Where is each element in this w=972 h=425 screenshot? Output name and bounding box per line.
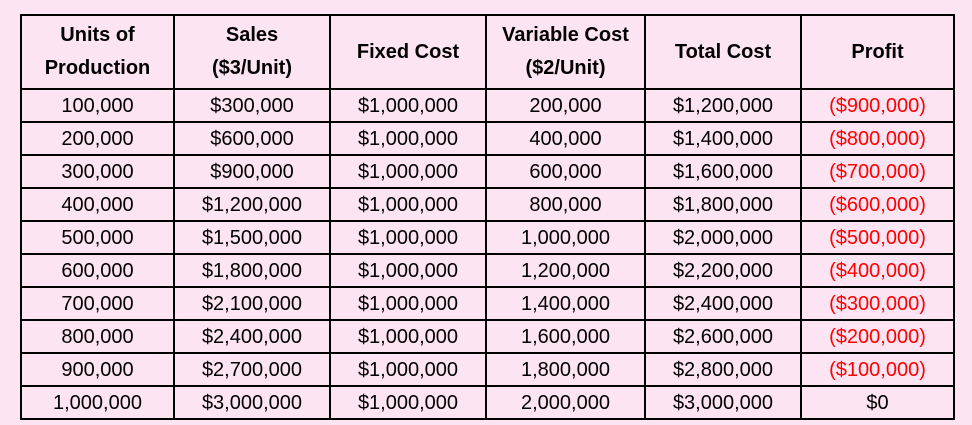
fixed-cost-cell: $1,000,000 — [329, 220, 487, 255]
table-header: Units of Production Sales ($3/Unit) Fixed Co… — [20, 14, 955, 90]
fixed-cost-cell: $1,000,000 — [329, 88, 487, 123]
total-cost-cell: $2,000,000 — [644, 220, 802, 255]
profit-cell: $0 — [800, 385, 955, 420]
sales-cell: $3,000,000 — [173, 385, 331, 420]
units-cell: 500,000 — [20, 220, 175, 255]
units-cell: 1,000,000 — [20, 385, 175, 420]
units-cell: 800,000 — [20, 319, 175, 354]
fixed-cost-header-line: Fixed Cost — [356, 40, 460, 63]
total-cost-cell: $1,800,000 — [644, 187, 802, 222]
table-row: 800,000 $2,400,000 $1,000,000 1,600,000 $2,6… — [20, 319, 955, 354]
profit-cell: ($800,000) — [800, 121, 955, 156]
fixed-cost-cell: $1,000,000 — [329, 352, 487, 387]
fixed-cost-cell: $1,000,000 — [329, 286, 487, 321]
profit-cell: ($300,000) — [800, 286, 955, 321]
units-cell: 900,000 — [20, 352, 175, 387]
fixed-cost-cell: $1,000,000 — [329, 187, 487, 222]
table-row: 600,000 $1,800,000 $1,000,000 1,200,000 $2,2… — [20, 253, 955, 288]
profit-header: Profit — [800, 14, 955, 90]
profit-cell: ($700,000) — [800, 154, 955, 189]
fixed-cost-cell: $1,000,000 — [329, 154, 487, 189]
units-cell: 200,000 — [20, 121, 175, 156]
table-row: 400,000 $1,200,000 $1,000,000 800,000 $1,800… — [20, 187, 955, 222]
table-row: 500,000 $1,500,000 $1,000,000 1,000,000 $2,0… — [20, 220, 955, 255]
table-container: Units of Production Sales ($3/Unit) Fixed Co… — [20, 14, 955, 420]
profit-cell: ($400,000) — [800, 253, 955, 288]
variable-cost-cell: 800,000 — [485, 187, 646, 222]
units-header-line: Production — [44, 57, 151, 79]
sales-cell: $2,100,000 — [173, 286, 331, 321]
variable-cost-cell: 1,400,000 — [485, 286, 646, 321]
fixed-cost-cell: $1,000,000 — [329, 385, 487, 420]
total-cost-header-line: Total Cost — [674, 40, 772, 63]
variable-cost-header-line: ($2/Unit) — [525, 57, 606, 79]
profit-cell: ($100,000) — [800, 352, 955, 387]
table-row: 300,000 $900,000 $1,000,000 600,000 $1,600,0… — [20, 154, 955, 189]
profit-cell: ($900,000) — [800, 88, 955, 123]
total-cost-cell: $1,600,000 — [644, 154, 802, 189]
sales-cell: $1,200,000 — [173, 187, 331, 222]
table-body: 100,000 $300,000 $1,000,000 200,000 $1,200,0… — [20, 88, 955, 420]
units-cell: 100,000 — [20, 88, 175, 123]
fixed-cost-cell: $1,000,000 — [329, 319, 487, 354]
total-cost-cell: $2,200,000 — [644, 253, 802, 288]
variable-cost-cell: 1,200,000 — [485, 253, 646, 288]
total-cost-cell: $2,800,000 — [644, 352, 802, 387]
total-cost-cell: $2,600,000 — [644, 319, 802, 354]
sales-header-line: ($3/Unit) — [212, 57, 292, 79]
total-cost-header: Total Cost — [644, 14, 802, 90]
variable-cost-cell: 2,000,000 — [485, 385, 646, 420]
sales-cell: $1,800,000 — [173, 253, 331, 288]
sales-cell: $900,000 — [173, 154, 331, 189]
variable-cost-cell: 600,000 — [485, 154, 646, 189]
units-cell: 300,000 — [20, 154, 175, 189]
units-header-line: Units of — [60, 24, 135, 46]
total-cost-cell: $1,200,000 — [644, 88, 802, 123]
variable-cost-cell: 1,600,000 — [485, 319, 646, 354]
fixed-cost-cell: $1,000,000 — [329, 253, 487, 288]
table-row: 200,000 $600,000 $1,000,000 400,000 $1,400,0… — [20, 121, 955, 156]
profit-cell: ($200,000) — [800, 319, 955, 354]
table-row: 700,000 $2,100,000 $1,000,000 1,400,000 $2,4… — [20, 286, 955, 321]
variable-cost-cell: 400,000 — [485, 121, 646, 156]
total-cost-cell: $1,400,000 — [644, 121, 802, 156]
profit-header-line: Profit — [851, 40, 904, 63]
units-cell: 400,000 — [20, 187, 175, 222]
table-row: 900,000 $2,700,000 $1,000,000 1,800,000 $2,8… — [20, 352, 955, 387]
fixed-cost-cell: $1,000,000 — [329, 121, 487, 156]
sales-cell: $2,700,000 — [173, 352, 331, 387]
variable-cost-header-line: Variable Cost — [502, 24, 629, 46]
header-row: Units of Production Sales ($3/Unit) Fixed Co… — [20, 14, 955, 90]
fixed-cost-header: Fixed Cost — [329, 14, 487, 90]
total-cost-cell: $2,400,000 — [644, 286, 802, 321]
profit-cell: ($500,000) — [800, 220, 955, 255]
sales-cell: $2,400,000 — [173, 319, 331, 354]
variable-cost-cell: 200,000 — [485, 88, 646, 123]
table-row: 1,000,000 $3,000,000 $1,000,000 2,000,000 $3… — [20, 385, 955, 420]
sales-header-line: Sales — [225, 24, 279, 46]
units-header: Units of Production — [20, 14, 175, 90]
profit-cell: ($600,000) — [800, 187, 955, 222]
sales-header: Sales ($3/Unit) — [173, 14, 331, 90]
sales-cell: $600,000 — [173, 121, 331, 156]
total-cost-cell: $3,000,000 — [644, 385, 802, 420]
sales-cell: $300,000 — [173, 88, 331, 123]
units-cell: 600,000 — [20, 253, 175, 288]
units-cell: 700,000 — [20, 286, 175, 321]
table-row: 100,000 $300,000 $1,000,000 200,000 $1,200,0… — [20, 88, 955, 123]
variable-cost-header: Variable Cost ($2/Unit) — [485, 14, 646, 90]
variable-cost-cell: 1,800,000 — [485, 352, 646, 387]
cost-profit-table: Units of Production Sales ($3/Unit) Fixed Co… — [20, 14, 955, 420]
variable-cost-cell: 1,000,000 — [485, 220, 646, 255]
sales-cell: $1,500,000 — [173, 220, 331, 255]
